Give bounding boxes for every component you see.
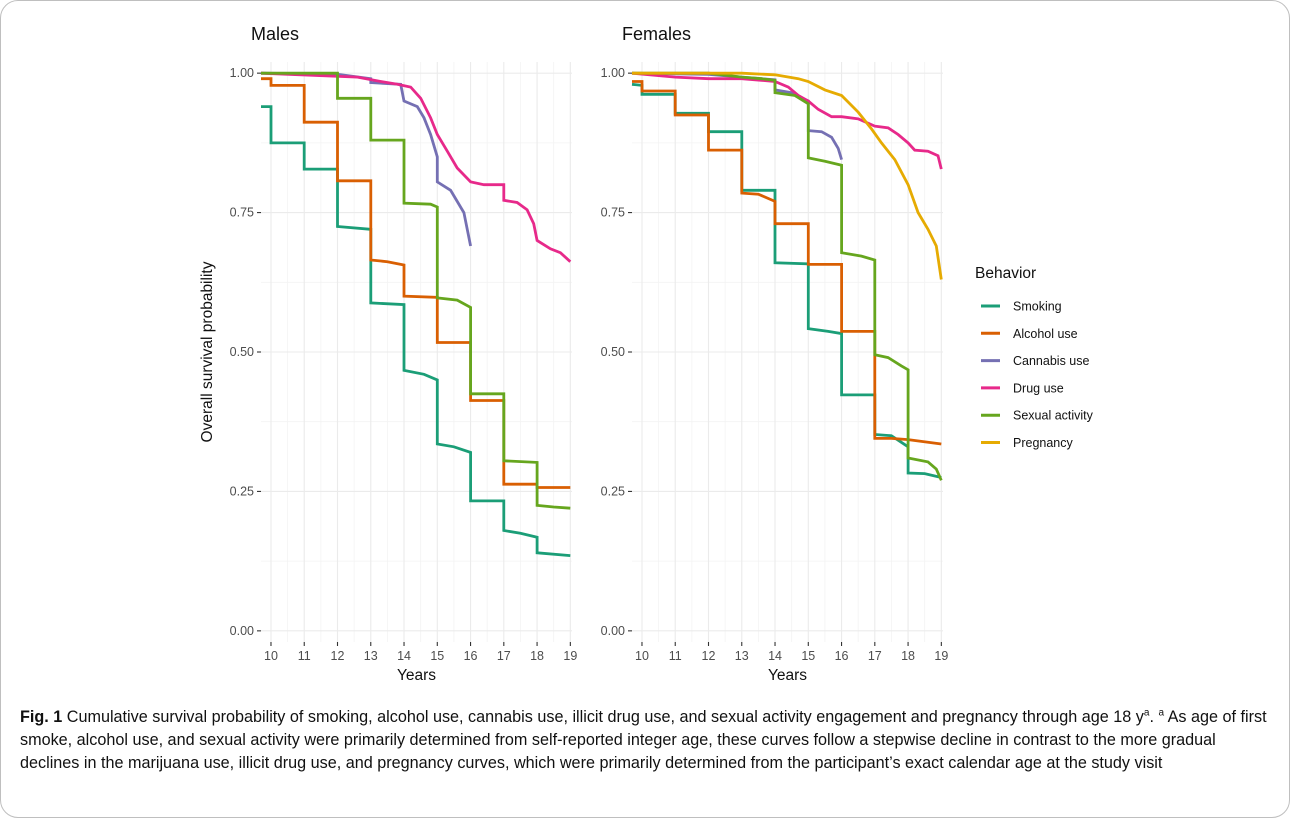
caption-text-c: As age of first smoke, alcohol use, and … [20, 708, 1267, 772]
y-tick-label: 1.00 [230, 66, 254, 80]
x-tick-label: 14 [768, 649, 782, 663]
x-tick-label: 11 [298, 649, 311, 663]
x-tick-label: 19 [934, 649, 948, 663]
y-tick-label: 0.00 [230, 624, 254, 638]
caption-text-b: . [1149, 708, 1159, 726]
legend-label: Pregnancy [1013, 436, 1074, 450]
x-tick-label: 16 [835, 649, 849, 663]
legend-item: Smoking [981, 300, 1062, 314]
x-axis-label: Years [768, 667, 807, 684]
legend: Behavior Smoking Alcohol use Cannabis use Dr… [975, 265, 1094, 450]
y-tick-label: 0.00 [601, 624, 625, 638]
legend-item: Cannabis use [981, 354, 1089, 368]
legend-label: Alcohol use [1013, 327, 1078, 341]
series-line-drug-use [260, 71, 572, 263]
y-tick-label: 0.50 [601, 345, 625, 359]
x-tick-label: 18 [901, 649, 915, 663]
legend-item: Pregnancy [981, 436, 1074, 450]
axes: 10 11 12 13 14 15 16 17 18 19 0.00 0.25 0.50 0.75 1.00 [230, 66, 578, 663]
y-tick-label: 0.50 [230, 345, 254, 359]
x-tick-label: 16 [464, 649, 478, 663]
x-tick-label: 13 [364, 649, 378, 663]
x-tick-label: 11 [669, 649, 682, 663]
series-line-sexual-activity [261, 71, 571, 510]
figure-caption: Fig. 1 Cumulative survival probability o… [20, 706, 1270, 775]
legend-label: Smoking [1013, 300, 1062, 314]
caption-sup-a: a [1143, 707, 1150, 719]
legend-item: Alcohol use [981, 327, 1078, 341]
series-line-cannabis-use [631, 71, 843, 161]
y-tick-label: 0.75 [230, 206, 254, 220]
legend-label: Sexual activity [1013, 409, 1094, 423]
series-line-smoking [261, 105, 571, 557]
x-tick-label: 15 [801, 649, 815, 663]
legend-item: Sexual activity [981, 409, 1094, 423]
caption-sup-b: a [1158, 707, 1164, 719]
panel-females: 10 11 12 13 14 15 16 17 18 19 0.00 0.25 0.50 0.75 1.00… [601, 24, 949, 684]
legend-label: Cannabis use [1013, 354, 1089, 368]
x-tick-label: 14 [397, 649, 411, 663]
x-tick-label: 19 [563, 649, 577, 663]
x-tick-label: 12 [331, 649, 345, 663]
major-grid [632, 62, 943, 642]
panel-males: 10 11 12 13 14 15 16 17 18 19 0.00 0.25 0.50 0.75 1.00… [199, 24, 577, 684]
x-tick-label: 12 [702, 649, 716, 663]
series-line-drug-use [631, 71, 943, 170]
x-axis-label: Years [397, 667, 436, 684]
major-grid [261, 62, 572, 642]
x-tick-label: 13 [735, 649, 749, 663]
series-line-pregnancy [632, 71, 943, 280]
caption-label: Fig. 1 [20, 708, 63, 726]
y-axis-label: Overall survival probability [199, 261, 216, 442]
x-tick-label: 10 [264, 649, 278, 663]
legend-label: Drug use [1013, 381, 1064, 395]
x-tick-label: 15 [430, 649, 444, 663]
x-tick-label: 17 [497, 649, 511, 663]
panel-title: Females [622, 24, 691, 44]
series-lines [260, 71, 572, 557]
panel-title: Males [251, 24, 299, 44]
y-tick-label: 0.25 [230, 484, 254, 498]
y-tick-label: 0.75 [601, 206, 625, 220]
y-tick-label: 1.00 [601, 66, 625, 80]
series-line-smoking [631, 82, 942, 479]
x-tick-label: 10 [635, 649, 649, 663]
legend-title: Behavior [975, 265, 1036, 282]
series-lines [631, 71, 943, 481]
x-tick-label: 17 [868, 649, 882, 663]
series-line-alcohol-use [632, 80, 942, 446]
axes: 10 11 12 13 14 15 16 17 18 19 0.00 0.25 0.50 0.75 1.00 [601, 66, 949, 663]
survival-figure: 10 11 12 13 14 15 16 17 18 19 0.00 0.25 0.50 0.75 1.00… [199, 24, 1094, 684]
legend-item: Drug use [981, 381, 1064, 395]
minor-grid [261, 62, 572, 642]
y-tick-label: 0.25 [601, 484, 625, 498]
caption-text-a: Cumulative survival probability of smoki… [62, 708, 1144, 726]
series-line-sexual-activity [632, 71, 943, 481]
x-tick-label: 18 [530, 649, 544, 663]
series-line-alcohol-use [261, 77, 571, 489]
